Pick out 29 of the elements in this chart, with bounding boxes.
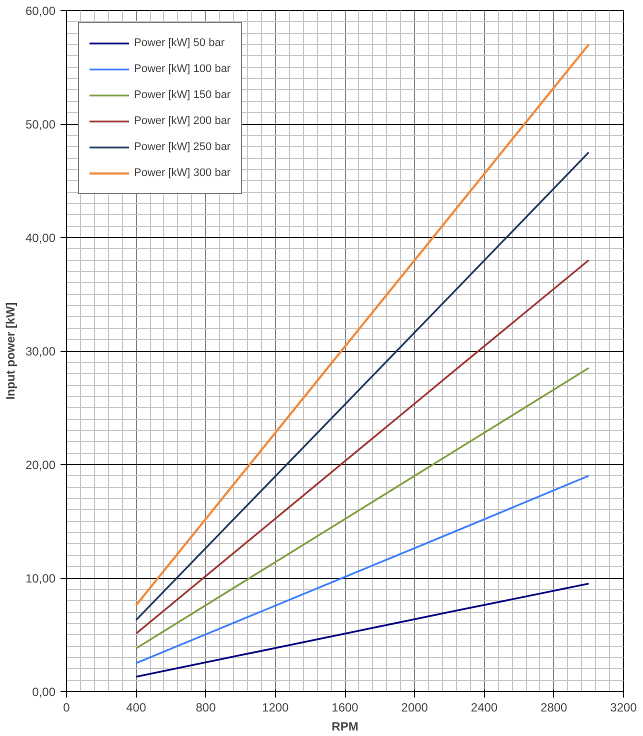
x-axis-title: RPM bbox=[332, 720, 358, 734]
x-tick-label: 0 bbox=[63, 700, 70, 714]
y-tick-label: 10,00 bbox=[25, 572, 56, 586]
y-tick-label: 50,00 bbox=[25, 118, 56, 132]
legend-label: Power [kW] 50 bar bbox=[134, 36, 224, 51]
legend-label: Power [kW] 200 bar bbox=[134, 114, 231, 129]
legend-label: Power [kW] 100 bar bbox=[134, 62, 231, 77]
y-tick-label: 60,00 bbox=[25, 4, 56, 18]
y-axis-title: Input power [kW] bbox=[3, 302, 18, 400]
line-series bbox=[135, 582, 590, 678]
legend-label: Power [kW] 250 bar bbox=[134, 140, 231, 155]
legend-label: Power [kW] 150 bar bbox=[134, 88, 231, 103]
x-tick-label: 3200 bbox=[610, 700, 638, 714]
legend-label: Power [kW] 300 bar bbox=[134, 166, 231, 181]
x-tick-label: 2000 bbox=[401, 700, 428, 714]
x-tick-label: 400 bbox=[126, 700, 146, 714]
line-series bbox=[135, 151, 590, 621]
line-series bbox=[135, 259, 590, 635]
y-tick-label: 20,00 bbox=[25, 458, 56, 472]
line-series bbox=[135, 367, 590, 650]
y-tick-label: 0,00 bbox=[32, 685, 56, 699]
x-tick-label: 800 bbox=[196, 700, 216, 714]
x-tick-label: 1200 bbox=[262, 700, 290, 714]
y-tick-label: 30,00 bbox=[25, 344, 56, 358]
y-tick-label: 40,00 bbox=[25, 231, 56, 245]
x-tick-label: 2400 bbox=[470, 700, 498, 714]
x-tick-label: 2800 bbox=[540, 700, 568, 714]
x-tick-label: 1600 bbox=[332, 700, 359, 714]
line-series bbox=[135, 474, 590, 664]
